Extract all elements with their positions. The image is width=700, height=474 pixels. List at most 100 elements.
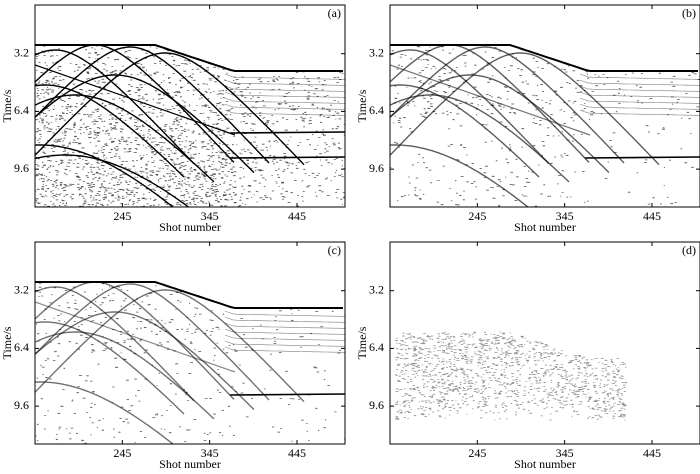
reflector: [229, 156, 345, 159]
reflector: [229, 131, 345, 134]
reflector: [579, 85, 700, 92]
x-axis-label: Shot number: [514, 220, 576, 234]
y-tick-label: 6.4: [369, 103, 384, 117]
x-tick-label: 345: [556, 446, 574, 460]
diffraction: [35, 144, 175, 207]
diffraction: [35, 84, 185, 178]
x-axis-label: Shot number: [159, 457, 221, 471]
y-tick-label: 6.4: [14, 340, 29, 354]
dipping-event: [390, 64, 591, 136]
x-tick-label: 445: [288, 446, 306, 460]
y-tick-label: 9.6: [369, 398, 384, 412]
diffraction: [35, 381, 175, 444]
reflector: [224, 97, 345, 104]
diffraction: [35, 49, 195, 165]
reflector: [224, 316, 345, 323]
dipping-event: [35, 301, 236, 373]
diffraction: [390, 84, 540, 178]
y-tick-label: 6.4: [14, 103, 29, 117]
reflector: [224, 334, 345, 341]
diffraction: [390, 94, 570, 183]
seismic-image: [35, 44, 345, 207]
reflector: [224, 328, 345, 335]
reflector: [224, 310, 345, 317]
sea-floor: [35, 281, 343, 309]
noise: [395, 331, 628, 421]
y-axis-label: Time/s: [355, 326, 369, 359]
x-tick-label: 245: [468, 209, 486, 223]
x-tick-label: 445: [643, 446, 661, 460]
panel-label: (d): [682, 243, 696, 257]
y-tick-label: 3.2: [369, 282, 384, 296]
y-axis-label: Time/s: [0, 326, 14, 359]
diffraction: [35, 321, 185, 415]
reflector: [224, 322, 345, 329]
panel-label: (b): [682, 6, 696, 20]
noise: [390, 45, 700, 207]
x-tick-label: 345: [556, 209, 574, 223]
noise: [35, 45, 345, 207]
x-tick-label: 445: [288, 209, 306, 223]
diffraction: [390, 52, 660, 166]
diffraction: [390, 144, 530, 207]
reflector: [224, 340, 345, 347]
diffraction: [35, 331, 215, 420]
reflector: [579, 103, 700, 110]
x-axis-label: Shot number: [159, 220, 221, 234]
panel: 245 345 445 3.2 6.4 9.6 (d) Shot number Time/s: [355, 241, 700, 471]
reflector: [229, 393, 345, 396]
diffraction: [35, 94, 215, 183]
y-tick-label: 9.6: [14, 398, 29, 412]
diffraction: [35, 281, 235, 400]
x-tick-label: 345: [201, 209, 219, 223]
y-tick-label: 6.4: [369, 340, 384, 354]
panel-label: (a): [328, 6, 341, 20]
diffraction: [35, 289, 305, 403]
panel: 245 345 445 3.2 6.4 9.6 (b) Shot number Time/s: [355, 4, 700, 234]
panel: 245 345 445 3.2 6.4 9.6 (a) Shot number Time/s: [0, 4, 346, 234]
sea-floor: [390, 44, 698, 72]
y-tick-label: 3.2: [14, 282, 29, 296]
diffraction: [35, 286, 195, 402]
y-tick-label: 9.6: [369, 161, 384, 175]
plot-frame: [389, 4, 700, 208]
x-tick-label: 245: [113, 209, 131, 223]
plot-frame: [34, 4, 346, 208]
reflector: [579, 79, 700, 86]
plot-frame: [34, 241, 346, 445]
reflector: [579, 73, 700, 80]
y-tick-label: 9.6: [14, 161, 29, 175]
x-axis-label: Shot number: [514, 457, 576, 471]
reflector: [224, 109, 345, 116]
dipping-event: [35, 64, 236, 136]
sea-floor: [35, 44, 343, 72]
diffraction: [35, 52, 305, 166]
diffraction: [35, 154, 190, 207]
diffraction: [390, 44, 590, 163]
reflector: [224, 85, 345, 92]
reflector: [579, 91, 700, 98]
panel: 245 345 445 3.2 6.4 9.6 (c) Shot number Time/s: [0, 241, 346, 471]
x-tick-label: 345: [201, 446, 219, 460]
reflector: [579, 109, 700, 116]
x-tick-label: 245: [468, 446, 486, 460]
y-tick-label: 3.2: [14, 45, 29, 59]
seismic-image: [35, 281, 345, 444]
diffraction: [35, 74, 255, 174]
reflector: [224, 103, 345, 110]
diffraction: [35, 44, 235, 163]
diffraction: [35, 311, 255, 411]
reflector: [224, 79, 345, 86]
panel-label: (c): [328, 243, 341, 257]
seismic-image: [395, 331, 628, 421]
reflector: [579, 97, 700, 104]
x-tick-label: 245: [113, 446, 131, 460]
x-tick-label: 445: [643, 209, 661, 223]
y-axis-label: Time/s: [355, 89, 369, 122]
plot-frame: [389, 241, 700, 445]
diffraction: [390, 74, 610, 174]
reflector: [224, 91, 345, 98]
reflector: [224, 346, 345, 353]
y-axis-label: Time/s: [0, 89, 14, 122]
